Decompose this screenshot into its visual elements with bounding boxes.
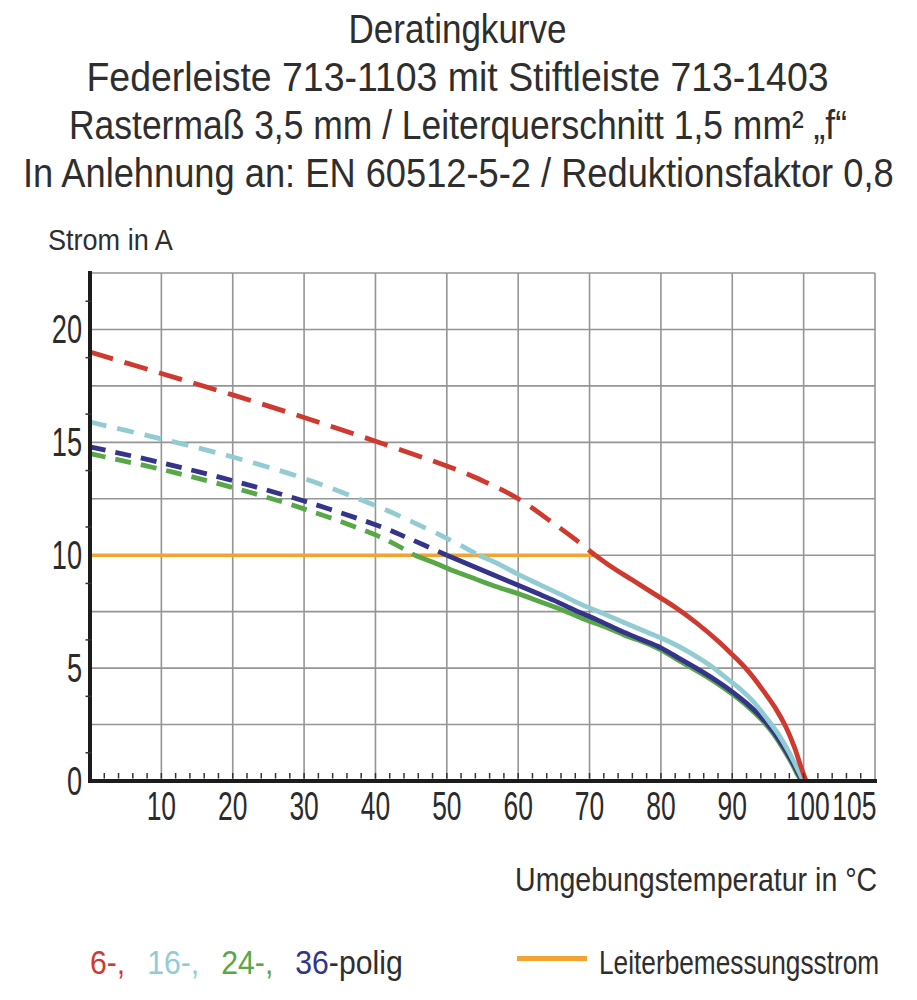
x-tick-label: 80 — [646, 783, 675, 828]
legend-item-36: 36 — [295, 944, 329, 981]
legend-item-polig-suffix: -polig — [329, 944, 403, 981]
legend-poles: 6-, 16-, 24-, 36-polig — [90, 944, 403, 982]
x-tick-label: 105 — [832, 783, 876, 828]
x-tick-label: 100 — [786, 783, 830, 828]
x-tick-label: 60 — [504, 783, 533, 828]
x-tick-label: 20 — [218, 783, 247, 828]
y-tick-label: 10 — [52, 533, 82, 577]
legend-limit-label: Leiterbemessungsstrom — [599, 944, 879, 982]
y-tick-label: 0 — [67, 759, 82, 803]
series-dashed-24-polig — [90, 454, 415, 556]
y-tick-label: 5 — [67, 646, 82, 690]
legend-limit-line-swatch — [517, 956, 587, 961]
x-tick-label: 40 — [361, 783, 390, 828]
legend-item-24: 24-, — [221, 944, 273, 981]
legend-item-6: 6-, — [90, 944, 125, 981]
x-tick-label: 10 — [147, 783, 176, 828]
x-axis-label: Umgebungstemperatur in °C — [515, 860, 877, 899]
x-tick-label: 90 — [718, 783, 747, 828]
y-tick-label: 15 — [52, 420, 82, 464]
y-tick-label: 20 — [52, 307, 82, 351]
x-tick-label: 70 — [575, 783, 604, 828]
derating-chart-page: Deratingkurve Federleiste 713-1103 mit S… — [0, 0, 917, 1000]
x-tick-label: 30 — [289, 783, 318, 828]
legend-item-16: 16-, — [147, 944, 199, 981]
chart-canvas: 10 20 30 40 50 60 70 80 90 100105 0 5 10 15 20 — [0, 0, 917, 1000]
x-tick-label: 50 — [432, 783, 461, 828]
